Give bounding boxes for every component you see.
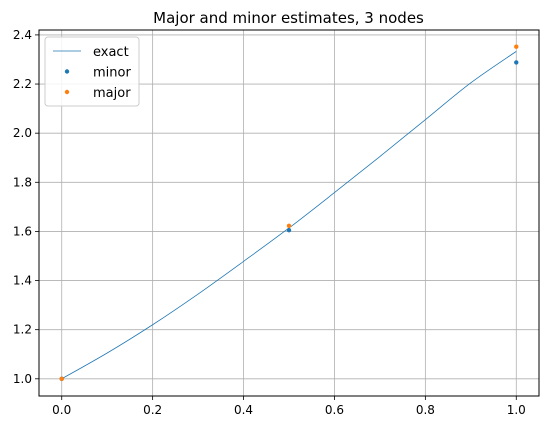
- legend-label-major: major: [93, 86, 131, 101]
- legend: exact minor major: [44, 36, 140, 107]
- plot-frame: [38, 29, 540, 397]
- x-tick-label: 0.6: [325, 403, 344, 417]
- series-line-exact: [61, 51, 517, 380]
- y-tick-label: 2.2: [13, 77, 32, 91]
- legend-swatch-minor: [64, 69, 70, 74]
- point-minor: [286, 227, 292, 233]
- point-major: [286, 223, 292, 228]
- point-minor: [514, 60, 519, 65]
- data-layer: [59, 44, 519, 382]
- x-tick-label: 1.0: [507, 403, 526, 417]
- point-major: [59, 376, 64, 382]
- y-tick-label: 1.6: [13, 224, 32, 238]
- legend-label-minor: minor: [93, 66, 131, 81]
- y-tick-label: 2.0: [13, 126, 32, 140]
- y-tick-label: 2.4: [13, 28, 32, 42]
- y-tick-label: 1.4: [13, 274, 32, 288]
- x-tick-label: 0.4: [234, 403, 253, 417]
- x-tick-label: 0.2: [143, 403, 162, 417]
- legend-swatch-major: [64, 89, 70, 95]
- y-tick-label: 1.0: [13, 372, 32, 386]
- point-major: [514, 44, 519, 49]
- legend-box: [44, 36, 140, 107]
- chart-title: Major and minor estimates, 3 nodes: [153, 9, 424, 27]
- grid-layer: [39, 30, 539, 396]
- y-tick-label: 1.8: [13, 175, 32, 189]
- x-tick-label: 0.8: [416, 403, 435, 417]
- legend-label-exact: exact: [93, 45, 129, 60]
- y-tick-label: 1.2: [13, 323, 32, 337]
- x-tick-label: 0.0: [52, 403, 71, 417]
- ticks-layer: 0.0 0.2 0.4 0.6 0.8 1.0 1.0 1.2 1.4 1.6 1.8 2.0 2.2 2…: [13, 28, 526, 417]
